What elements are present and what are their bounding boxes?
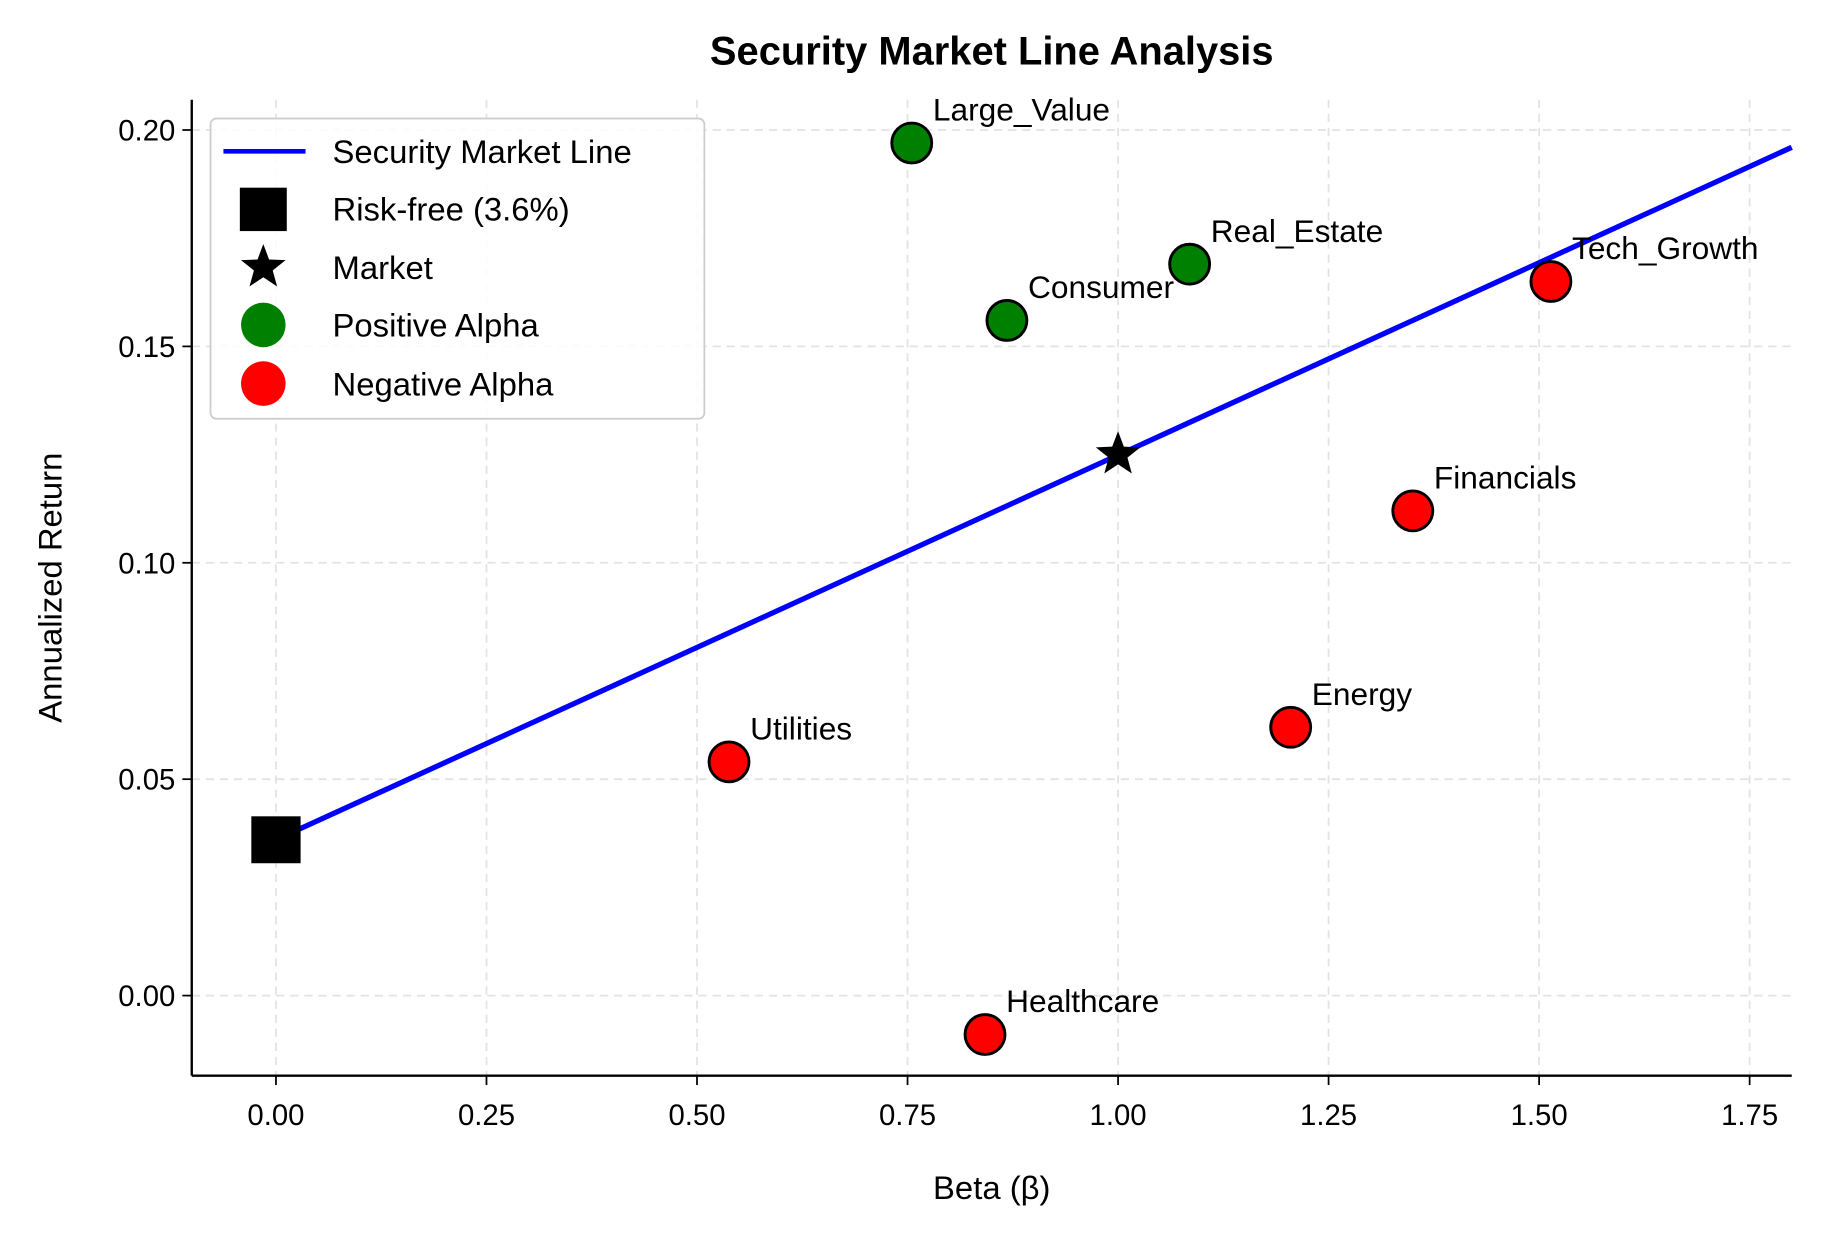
legend-market-star-icon: [241, 243, 286, 287]
point-consumer: [985, 299, 1029, 342]
legend: Security Market Line Risk-free (3.6%) Ma…: [209, 117, 706, 420]
risk-free-marker: [251, 816, 301, 864]
legend-label-market: Market: [333, 249, 433, 286]
point-healthcare: [963, 1013, 1007, 1056]
point-label: Energy: [1312, 676, 1412, 712]
legend-positive-swatch: [241, 302, 286, 348]
y-axis-label: Annualized Return: [32, 453, 69, 723]
legend-label-positive: Positive Alpha: [333, 307, 540, 344]
market-star-marker: [1095, 431, 1141, 474]
x-tick-label: 0.50: [668, 1099, 725, 1132]
legend-label-negative: Negative Alpha: [333, 365, 555, 402]
y-tick-label: 0.15: [118, 331, 175, 364]
x-tick-label: 1.00: [1090, 1099, 1147, 1132]
y-tick-label: 0.00: [118, 980, 175, 1013]
legend-label-sml: Security Market Line: [333, 133, 632, 170]
x-tick-label: 0.00: [247, 1099, 304, 1132]
x-tick-label: 0.25: [458, 1099, 515, 1132]
point-label: Healthcare: [1006, 983, 1159, 1019]
point-label: Large_Value: [933, 92, 1110, 128]
point-label: Consumer: [1028, 269, 1174, 305]
x-tick-label: 1.50: [1511, 1099, 1568, 1132]
y-tick-label: 0.20: [118, 115, 175, 148]
security-market-line: [274, 144, 1793, 843]
x-tick-label: 0.75: [879, 1099, 936, 1132]
point-financials: [1391, 489, 1435, 533]
x-tick-label: 1.25: [1300, 1099, 1357, 1132]
x-axis-label: Beta (β): [933, 1169, 1050, 1206]
point-real-estate: [1168, 242, 1212, 286]
y-tick-label: 0.05: [118, 764, 175, 797]
legend-risk-free-swatch: [239, 187, 287, 232]
point-large-value: [890, 121, 934, 165]
point-label: Utilities: [750, 711, 852, 747]
point-tech-growth: [1529, 260, 1573, 303]
legend-negative-swatch: [241, 361, 286, 406]
point-energy: [1269, 705, 1313, 749]
point-label: Financials: [1434, 460, 1577, 496]
y-tick-label: 0.10: [118, 547, 175, 580]
x-tick-label: 1.75: [1721, 1099, 1778, 1132]
point-label: Real_Estate: [1211, 213, 1383, 249]
legend-label-risk-free: Risk-free (3.6%): [333, 191, 570, 228]
point-utilities: [707, 740, 751, 784]
point-label: Tech_Growth: [1572, 230, 1759, 266]
chart-title: Security Market Line Analysis: [710, 30, 1274, 74]
